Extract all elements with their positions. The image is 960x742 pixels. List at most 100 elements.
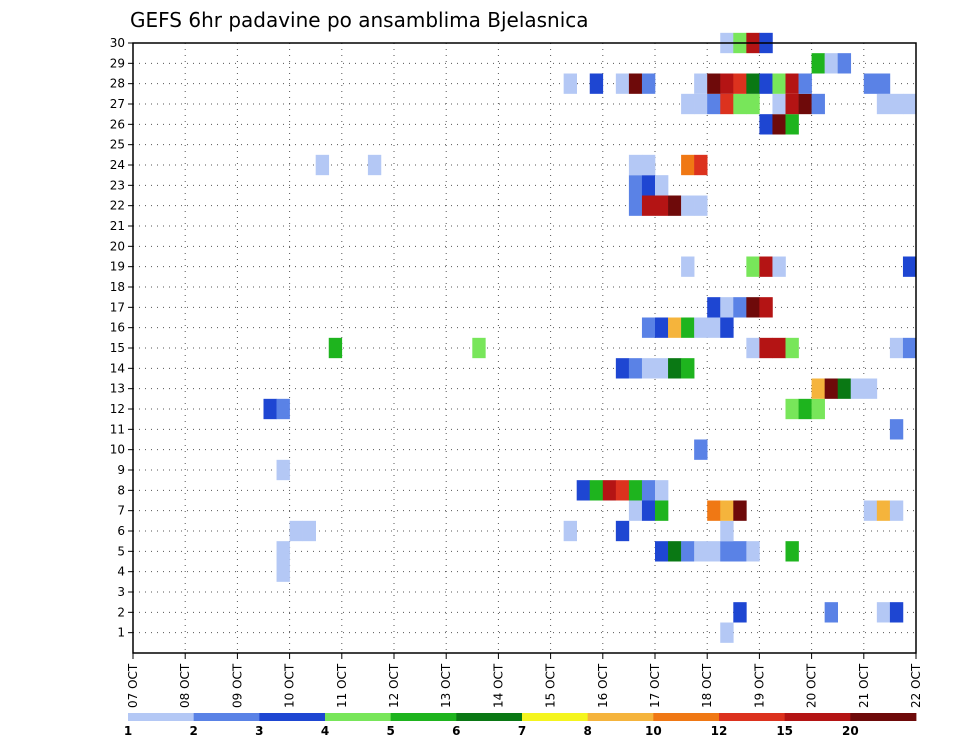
precip-cell [824, 602, 838, 623]
x-tick-label: 15 OCT [544, 663, 558, 708]
precip-cell [889, 419, 904, 440]
x-tick-label: 13 OCT [439, 663, 453, 708]
precip-cell [628, 480, 643, 501]
precip-cell [628, 500, 643, 521]
precip-cell [876, 602, 891, 623]
precip-cell [707, 541, 721, 562]
precip-cell [563, 73, 577, 94]
precip-cell [707, 317, 721, 338]
colorbar-label: 4 [321, 724, 329, 738]
precip-cell [628, 175, 643, 196]
precip-cell [746, 297, 760, 318]
precip-cell [602, 480, 617, 501]
precip-cell [785, 398, 799, 420]
precip-cell [824, 53, 838, 74]
colorbar-segment [784, 713, 851, 721]
colorbar-label: 3 [255, 724, 263, 738]
precip-cell [746, 337, 760, 359]
colorbar-segment [850, 713, 917, 721]
precip-cell [668, 317, 682, 338]
y-tick-label: 25 [110, 138, 125, 152]
colorbar-segment [719, 713, 786, 721]
colorbar-segment [522, 713, 589, 721]
precip-cell [576, 480, 591, 501]
precip-cell [641, 500, 656, 521]
colorbar-segment [653, 713, 720, 721]
precip-cell [628, 73, 643, 94]
x-tick-label: 17 OCT [648, 663, 662, 708]
y-tick-label: 13 [110, 382, 125, 396]
precip-cell [367, 154, 382, 176]
precip-cell [889, 93, 904, 115]
precip-cell [615, 520, 630, 542]
precip-cell [707, 500, 721, 521]
precip-cell [785, 73, 799, 94]
y-tick-label: 16 [110, 321, 125, 335]
precip-cell [876, 73, 891, 94]
precip-cell [681, 358, 695, 379]
precip-cell [694, 154, 708, 176]
precip-cell [655, 541, 669, 562]
precip-cell [720, 73, 734, 94]
precip-cell [733, 602, 747, 623]
y-tick-label: 22 [110, 199, 125, 213]
precip-cell [733, 93, 747, 115]
precip-cell [889, 602, 904, 623]
colorbar-segment [325, 713, 392, 721]
precip-cell [589, 480, 604, 501]
precip-cell [641, 317, 656, 338]
precip-cell [263, 398, 277, 420]
precip-cell [720, 541, 734, 562]
precip-cell [681, 256, 695, 277]
precip-cell [811, 93, 825, 115]
y-tick-label: 14 [110, 361, 125, 375]
y-tick-label: 27 [110, 97, 125, 111]
precip-cell [889, 337, 904, 359]
precip-cell [759, 337, 773, 359]
precip-cell [694, 541, 708, 562]
precip-cell [655, 500, 669, 521]
x-tick-label: 22 OCT [909, 663, 923, 708]
precip-cell [720, 500, 734, 521]
precip-cell [641, 480, 656, 501]
precip-cell [668, 541, 682, 562]
precip-cell [615, 73, 630, 94]
y-tick-label: 30 [110, 36, 125, 50]
precip-cell [902, 256, 917, 277]
precip-cell [785, 337, 799, 359]
precip-cell [707, 93, 721, 115]
y-tick-label: 12 [110, 402, 125, 416]
precip-cell [628, 358, 643, 379]
y-tick-label: 23 [110, 178, 125, 192]
precip-cell [733, 297, 747, 318]
precip-cell [563, 520, 577, 542]
y-tick-label: 4 [117, 565, 125, 579]
colorbar-label: 5 [386, 724, 394, 738]
y-axis-ticks: 1234567891011121314151617181920212223242… [110, 36, 133, 640]
x-tick-label: 08 OCT [178, 663, 192, 708]
y-tick-label: 7 [117, 504, 125, 518]
precip-cell [850, 378, 865, 399]
x-tick-label: 18 OCT [700, 663, 714, 708]
colorbar-segment [259, 713, 326, 721]
precip-cell [302, 520, 316, 542]
precip-cell [276, 398, 290, 420]
precip-cell [876, 93, 891, 115]
x-axis-ticks: 07 OCT 08 OCT 09 OCT 10 OCT 11 OCT 12 OCT 13 O… [126, 653, 923, 708]
precip-cell [837, 53, 852, 74]
precip-cell [289, 520, 303, 542]
chart-title: GEFS 6hr padavine po ansamblima Bjelasni… [130, 8, 589, 32]
precip-cell [720, 317, 734, 338]
colorbar-label: 20 [842, 724, 859, 738]
precip-cell [759, 73, 773, 94]
x-tick-label: 11 OCT [335, 663, 349, 708]
precip-cell [681, 154, 695, 176]
colorbar-label: 6 [452, 724, 460, 738]
precip-cell [315, 154, 330, 176]
precip-cell [772, 256, 786, 277]
precip-cell [824, 378, 838, 399]
colorbar-label: 1 [124, 724, 132, 738]
y-tick-label: 17 [110, 300, 125, 314]
colorbar-segment [128, 713, 195, 721]
x-tick-label: 09 OCT [230, 663, 244, 708]
